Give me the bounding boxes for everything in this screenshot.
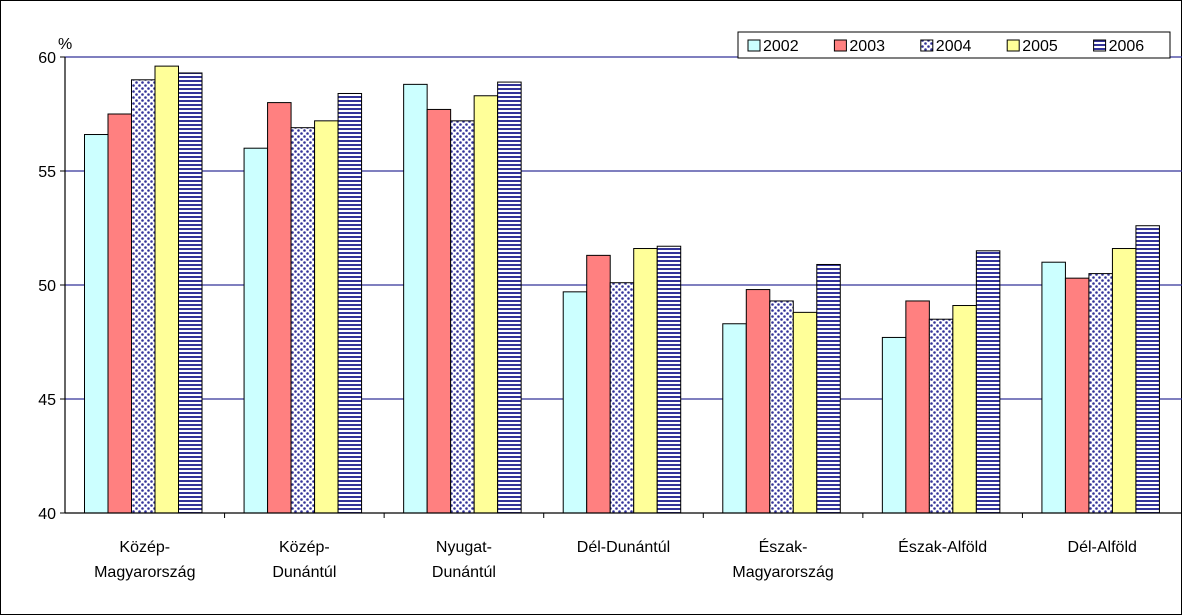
bar-2003-4 [745, 289, 771, 514]
bar-2002-0 [84, 134, 109, 514]
bar-2006-0 [178, 72, 203, 514]
bars [84, 65, 1160, 514]
bar-2006-2 [497, 81, 522, 514]
category-label: Dunántúl [272, 564, 336, 581]
bar-2006-3 [656, 245, 682, 514]
bar-2005-5 [952, 305, 977, 514]
legend-swatch [1006, 39, 1020, 52]
y-tick-label: 45 [38, 392, 56, 409]
bar-2004-3 [609, 282, 635, 514]
legend: 2002 2003 2004 2005 2006 [737, 31, 1171, 59]
y-tick-label: 50 [38, 278, 56, 295]
category-label: Nyugat- [436, 539, 492, 556]
legend-swatch [920, 39, 934, 52]
category-label: Magyarország [732, 564, 833, 581]
bar-2002-3 [562, 291, 588, 514]
bar-2006-4 [816, 263, 841, 514]
legend-label: 2002 [763, 38, 799, 55]
bar-2002-6 [1041, 261, 1066, 514]
bar-2005-0 [154, 65, 179, 514]
y-tick-label: 40 [38, 506, 56, 523]
legend-swatch [833, 39, 847, 52]
legend-swatch [1093, 39, 1107, 52]
bar-2005-1 [314, 120, 339, 514]
bar-2003-3 [586, 254, 611, 514]
category-label: Észak-Alföld [898, 537, 987, 556]
bar-2004-1 [290, 127, 316, 514]
legend-swatch [747, 39, 761, 52]
legend-label: 2006 [1109, 38, 1145, 55]
bar-2005-2 [473, 95, 499, 514]
bar-2005-3 [633, 248, 658, 514]
category-label: Közép- [119, 539, 170, 556]
bar-2003-6 [1064, 277, 1090, 514]
bar-2005-6 [1111, 248, 1137, 514]
y-tick-label: 60 [38, 50, 56, 67]
category-label: Dél-Dunántúl [577, 539, 670, 556]
category-label: Észak- [759, 537, 808, 556]
y-tick-label: 55 [38, 164, 56, 181]
bar-2006-5 [975, 250, 1001, 514]
legend-label: 2003 [849, 38, 885, 55]
bar-2002-2 [403, 83, 428, 514]
bar-2003-0 [107, 113, 132, 514]
bar-2004-4 [769, 300, 794, 514]
bar-2003-1 [267, 102, 292, 514]
labels: % 40 45 50 55 60 Közép- Magyarország Közép- Duná… [38, 36, 1137, 581]
category-label: Magyarország [94, 564, 195, 581]
category-label: Dél-Alföld [1068, 539, 1137, 556]
bar-2002-5 [881, 336, 907, 514]
bar-2006-6 [1135, 225, 1160, 514]
bar-2003-5 [905, 300, 930, 514]
axes [60, 56, 1182, 518]
y-axis-unit-label: % [58, 36, 72, 53]
bar-2006-1 [337, 92, 363, 514]
bar-2004-6 [1088, 273, 1113, 514]
bar-2005-4 [792, 311, 818, 514]
bar-2004-5 [928, 318, 954, 514]
category-label: Közép- [279, 539, 330, 556]
category-label: Dunántúl [432, 564, 496, 581]
legend-label: 2004 [936, 38, 972, 55]
bar-2002-1 [243, 147, 269, 514]
bar-2002-4 [722, 323, 747, 514]
bar-2004-0 [131, 79, 156, 514]
bar-2004-2 [450, 120, 475, 514]
bar-2003-2 [426, 108, 452, 514]
legend-label: 2005 [1022, 38, 1058, 55]
